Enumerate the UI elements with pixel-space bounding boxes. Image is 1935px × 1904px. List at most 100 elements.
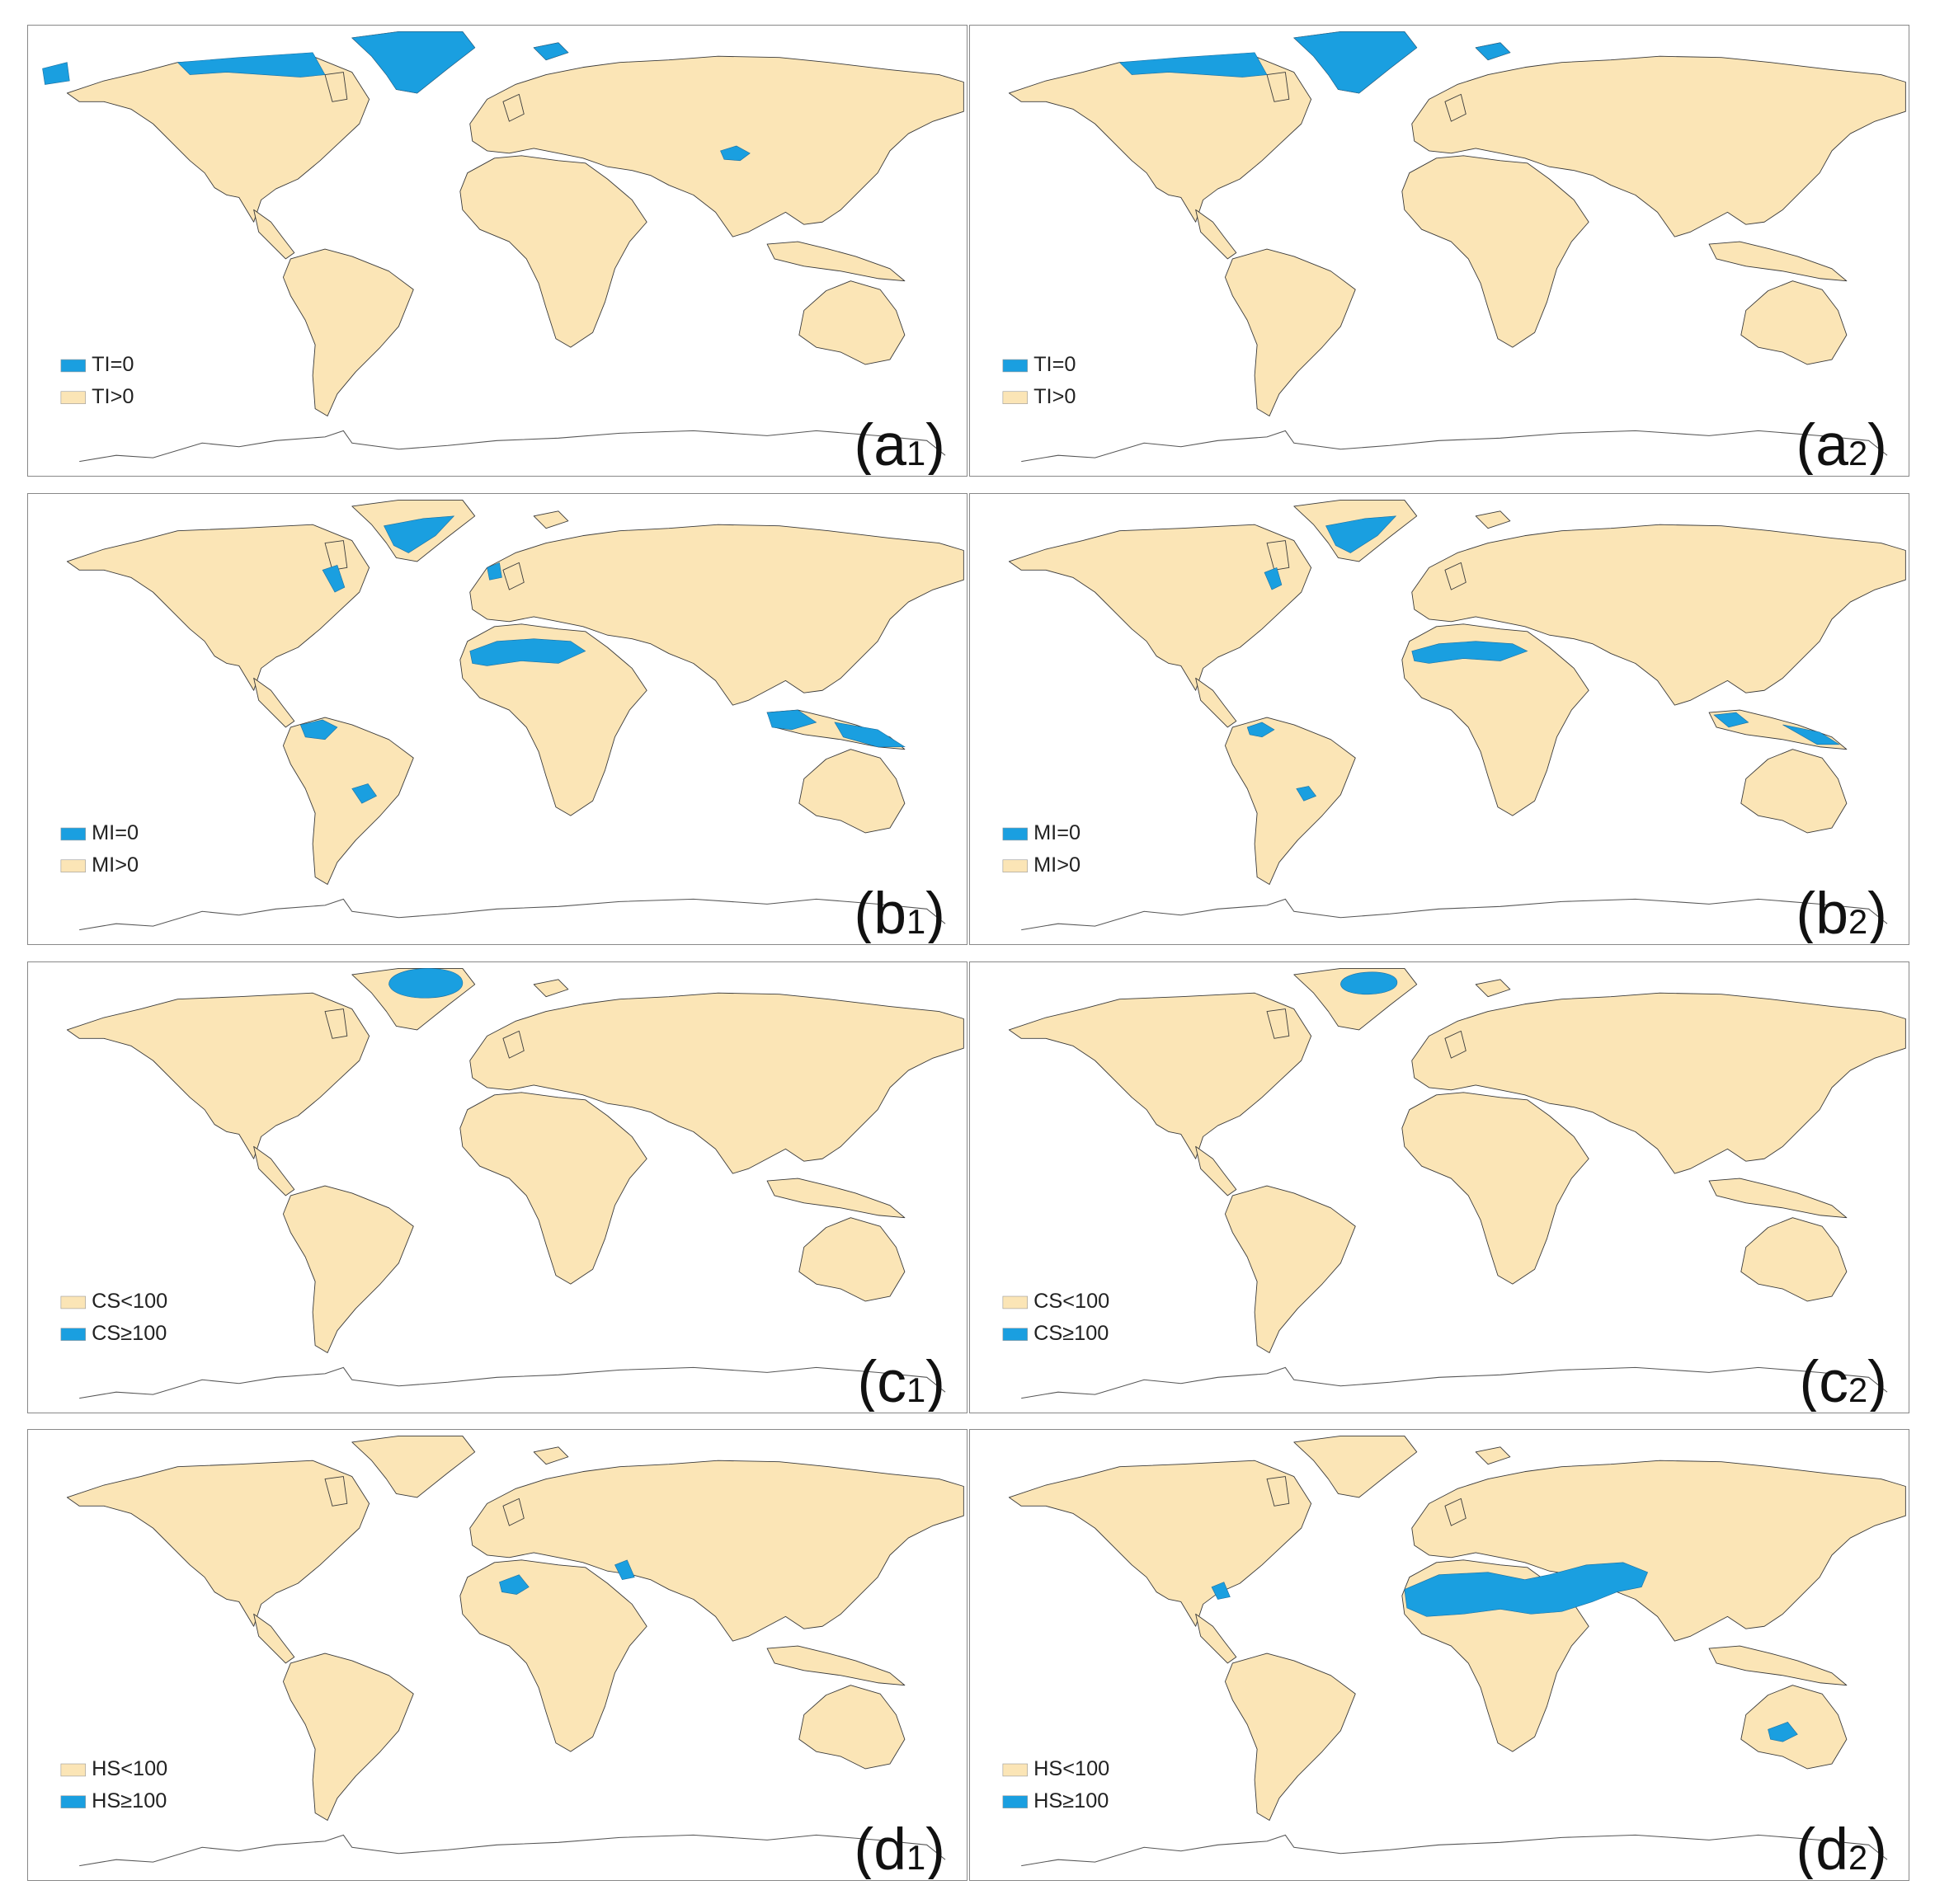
label-subscript: 2 (1848, 1838, 1867, 1877)
land (1740, 1217, 1848, 1302)
land (459, 623, 647, 816)
map-panel: MI=0 MI>0 (b2) (969, 493, 1909, 945)
world-map: CS<100 CS≥100 (c2) (1002, 967, 1906, 1412)
legend-swatch (1002, 359, 1028, 373)
land (282, 1185, 414, 1353)
map-panel: TI=0 TI>0 (a2) (969, 25, 1909, 477)
label-main: (c (857, 1349, 906, 1412)
land (282, 1652, 414, 1821)
land (1008, 1460, 1312, 1627)
land (502, 562, 525, 590)
antarctica-coast (79, 1366, 946, 1399)
land (1195, 1145, 1237, 1196)
land (1740, 749, 1848, 834)
world-map: CS<100 CS≥100 (c1) (60, 967, 964, 1412)
label-subscript: 2 (1848, 1370, 1867, 1409)
land (253, 677, 295, 728)
legend-label: MI>0 (92, 853, 139, 877)
legend-swatch (60, 1795, 86, 1808)
highlight-region (766, 709, 817, 731)
antarctica-coast (79, 898, 946, 931)
map-panel: CS<100 CS≥100 (c2) (969, 961, 1909, 1413)
highlight-region (1768, 1722, 1798, 1742)
land (1266, 540, 1290, 571)
land (324, 1476, 348, 1507)
legend-label: CS≥100 (1033, 1322, 1109, 1345)
highlight-region (42, 62, 70, 85)
panel-label: (a1) (854, 412, 945, 475)
legend-swatch (60, 859, 86, 872)
highlight-region (834, 722, 906, 748)
land (469, 524, 964, 706)
land (1008, 992, 1312, 1159)
label-main: (c (1799, 1349, 1848, 1412)
label-main: (b (854, 881, 906, 943)
legend-swatch (60, 1295, 86, 1309)
land (1008, 55, 1312, 223)
world-map: TI=0 TI>0 (a1) (42, 31, 964, 475)
land (253, 1145, 295, 1196)
highlight-region (614, 1559, 635, 1581)
label-close: ) (1867, 412, 1887, 475)
land (798, 1685, 906, 1770)
land (1293, 1435, 1418, 1498)
map-panel: HS<100 HS≥100 (d1) (27, 1429, 968, 1881)
land (66, 524, 370, 691)
label-main: (a (854, 412, 906, 475)
land (1224, 1652, 1356, 1821)
label-main: (d (854, 1817, 906, 1879)
legend-label: HS≥100 (92, 1789, 167, 1812)
legend-swatch (60, 1328, 86, 1341)
legend-swatch (60, 1763, 86, 1777)
highlight-region (1411, 641, 1528, 664)
land (1195, 209, 1237, 260)
legend-swatch (1002, 391, 1028, 404)
highlight-region (351, 31, 476, 94)
world-map: MI=0 MI>0 (b1) (60, 499, 964, 943)
land (798, 280, 906, 365)
world-map: HS<100 HS≥100 (d1) (60, 1435, 964, 1879)
legend-label: MI=0 (1033, 821, 1080, 844)
land (798, 1217, 906, 1302)
land (1411, 524, 1906, 706)
land (1224, 248, 1356, 416)
land (1708, 241, 1848, 282)
land (1411, 992, 1906, 1174)
panel-label: (d1) (854, 1817, 945, 1879)
land (66, 55, 370, 223)
highlight-region (487, 562, 502, 581)
land (1444, 93, 1467, 122)
land (282, 248, 414, 416)
legend-label: TI>0 (92, 385, 134, 408)
label-close: ) (925, 1817, 945, 1879)
panel-label: (a2) (1796, 412, 1887, 475)
land (1708, 1178, 1848, 1219)
highlight-region (388, 968, 464, 999)
legend-swatch (1002, 859, 1028, 872)
highlight-region (299, 719, 338, 740)
legend-label: TI=0 (1033, 353, 1076, 376)
highlight-region (499, 1574, 530, 1595)
antarctica-coast (79, 1834, 946, 1867)
land (1444, 1497, 1467, 1526)
antarctica-coast (1021, 1366, 1888, 1399)
land (1008, 524, 1312, 691)
legend-swatch (1002, 1795, 1028, 1808)
legend-label: HS≥100 (1033, 1789, 1109, 1812)
land (66, 992, 370, 1159)
label-close: ) (925, 1349, 945, 1412)
legend-swatch (1002, 1295, 1028, 1309)
label-subscript: 1 (906, 1838, 925, 1877)
land (798, 749, 906, 834)
legend-label: MI=0 (92, 821, 139, 844)
world-map: HS<100 HS≥100 (d2) (1002, 1435, 1906, 1879)
highlight-region (1296, 786, 1317, 802)
legend-label: TI>0 (1033, 385, 1076, 408)
land (502, 1030, 525, 1059)
label-subscript: 2 (1848, 902, 1867, 941)
land (459, 1559, 647, 1752)
label-subscript: 1 (906, 434, 925, 472)
land (1401, 1092, 1589, 1285)
land (766, 1645, 906, 1686)
highlight-region (1325, 515, 1397, 553)
